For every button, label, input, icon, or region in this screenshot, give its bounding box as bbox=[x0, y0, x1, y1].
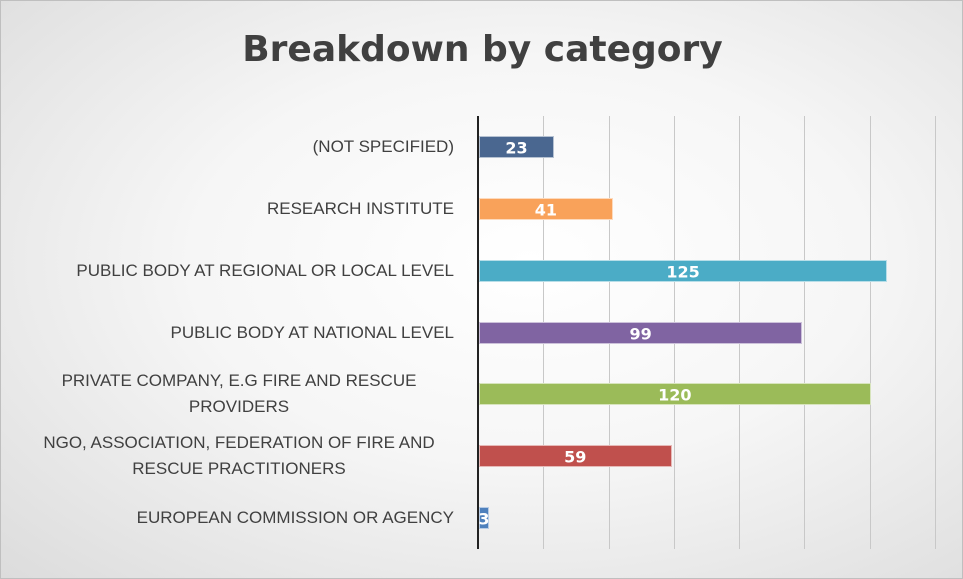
bar bbox=[479, 507, 489, 530]
grid-line bbox=[804, 116, 806, 549]
grid-line bbox=[935, 116, 936, 549]
chart-title: Breakdown by category bbox=[242, 29, 723, 70]
y-tick-label: PRIVATE COMPANY, E.G FIRE AND RESCUE PRO… bbox=[61, 371, 417, 417]
data-label: 125 bbox=[666, 262, 700, 282]
bar bbox=[479, 383, 871, 406]
y-tick-label: PUBLIC BODY AT REGIONAL OR LOCAL LEVEL bbox=[76, 260, 454, 280]
y-tick-label: (NOT SPECIFIED) bbox=[312, 136, 454, 156]
data-label: 120 bbox=[658, 385, 692, 405]
data-label: 3 bbox=[478, 509, 490, 529]
y-tick-label: RESEARCH INSTITUTE bbox=[266, 198, 454, 218]
y-tick-label: PUBLIC BODY AT NATIONAL LEVEL bbox=[170, 322, 454, 342]
data-label: 23 bbox=[505, 138, 528, 158]
data-label: 59 bbox=[564, 447, 587, 467]
y-tick-label: NGO, ASSOCIATION, FEDERATION OF FIRE AND… bbox=[43, 433, 435, 479]
bar bbox=[479, 135, 555, 158]
data-label: 41 bbox=[534, 200, 558, 220]
bar bbox=[479, 259, 888, 282]
bar bbox=[479, 445, 672, 468]
bar bbox=[479, 321, 803, 344]
y-axis-line bbox=[477, 116, 479, 549]
grid-line bbox=[869, 116, 871, 549]
bar bbox=[479, 197, 613, 220]
data-label: 99 bbox=[629, 324, 652, 343]
y-tick-label: EUROPEAN COMMISSION OR AGENCY bbox=[136, 508, 454, 528]
